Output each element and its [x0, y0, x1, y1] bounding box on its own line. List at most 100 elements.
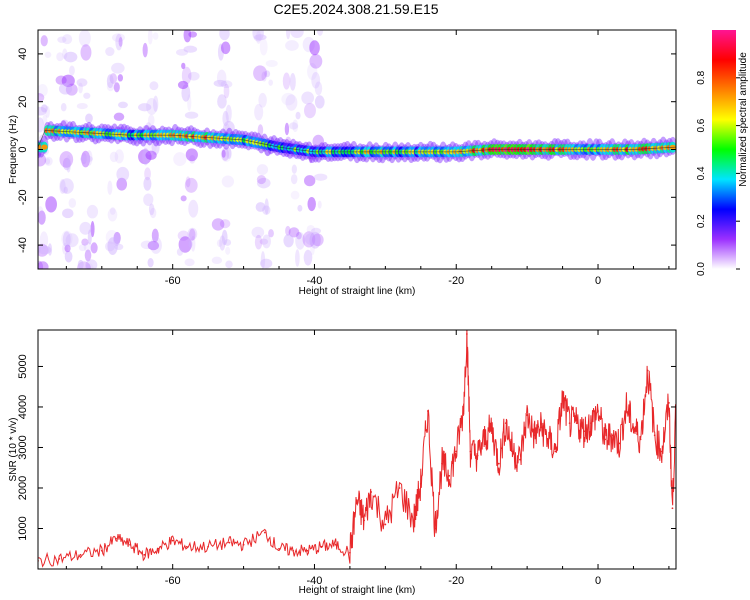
heatmap-noise-cell — [259, 38, 268, 56]
heatmap-noise-cell — [151, 228, 159, 243]
heatmap-noise-cell — [316, 30, 324, 36]
heatmap-noise-cell — [180, 195, 187, 202]
heatmap-noise-cell — [314, 95, 325, 109]
heatmap-x-axis-label: Height of straight line (km) — [299, 286, 416, 297]
heatmap-noise-cell — [221, 175, 235, 188]
heatmap-noise-cell — [64, 250, 73, 263]
colorbar-label: Normalized spectral amplitude — [738, 52, 749, 187]
colorbar-tick-label: 0.2 — [696, 214, 707, 228]
heatmap-noise-cell — [90, 220, 95, 238]
heatmap-noise-cell — [251, 226, 265, 238]
snr-point — [490, 426, 493, 429]
snr-point — [185, 545, 188, 548]
snr-point — [320, 545, 323, 548]
heatmap-noise-cell — [44, 51, 52, 58]
heatmap-noise-cell — [38, 261, 49, 269]
heatmap-noise-cell — [106, 81, 115, 92]
heatmap-noise-cell — [301, 91, 315, 105]
heatmap-noise-cell — [143, 176, 152, 191]
heatmap-noise-cell — [115, 33, 123, 51]
heatmap-noise-cell — [256, 175, 266, 185]
heatmap-noise-cell — [78, 30, 91, 47]
heatmap-noise-cell — [255, 31, 262, 44]
heatmap-noise-cell — [38, 106, 47, 116]
heatmap-noise-cell — [309, 53, 323, 69]
heatmap-noise-cell — [150, 236, 162, 254]
heatmap-noise-cell — [62, 208, 74, 219]
heatmap-noise-cell — [149, 81, 159, 91]
heatmap-noise-cell — [60, 178, 74, 194]
heatmap-noise-cell — [220, 41, 231, 55]
heatmap-noise-cell — [306, 224, 315, 234]
heatmap-noise-cell — [183, 45, 198, 53]
heatmap-noise-cell — [79, 221, 92, 235]
snr-point — [668, 402, 670, 404]
heatmap-noise-cell — [114, 149, 124, 164]
heatmap-noise-cell — [59, 151, 74, 168]
colorbar-tick-label: 0.0 — [696, 262, 707, 276]
heatmap-noise-cell — [284, 122, 290, 136]
heatmap-noise-cell — [311, 233, 324, 247]
snr-point — [653, 434, 656, 437]
heatmap-noise-cell — [187, 227, 198, 241]
snr-point — [469, 450, 472, 453]
heatmap-y-tick-label: -20 — [17, 189, 29, 205]
heatmap-noise-cell — [113, 234, 121, 246]
snr-point — [568, 422, 571, 425]
heatmap-noise-cell — [265, 59, 278, 68]
heatmap-noise-cell — [189, 154, 196, 164]
heatmap-noise-cell — [111, 33, 125, 42]
snr-x-axis-label: Height of straight line (km) — [299, 585, 416, 596]
heatmap-noise-cell — [188, 199, 199, 218]
heatmap-noise-cell — [64, 244, 71, 253]
heatmap-noise-cell — [38, 84, 48, 97]
heatmap-noise-cell — [253, 65, 267, 82]
heatmap-noise-cell — [38, 210, 46, 225]
heatmap-noise-cell — [60, 103, 67, 112]
snr-point — [646, 369, 649, 372]
heatmap-noise-cell — [68, 198, 77, 208]
heatmap-noise-cell — [190, 235, 196, 252]
heatmap-noise-cell — [223, 83, 230, 99]
heatmap-noise-cell — [175, 48, 188, 56]
heatmap-noise-cell — [140, 240, 154, 250]
snr-point — [79, 553, 82, 556]
heatmap-noise-cell — [216, 69, 227, 87]
heatmap-noise-cell — [149, 207, 157, 219]
heatmap-noise-cell — [295, 111, 301, 120]
snr-point — [434, 527, 436, 530]
snr-point — [384, 523, 387, 526]
heatmap-noise-cell — [289, 122, 298, 130]
snr-y-tick-label: 3000 — [17, 435, 29, 459]
heatmap-noise-cell — [254, 234, 263, 250]
heatmap-noise-cell — [45, 105, 50, 118]
snr-point — [540, 426, 543, 429]
heatmap-noise-cell — [292, 119, 299, 133]
snr-point — [465, 333, 468, 335]
heatmap-noise-cell — [61, 230, 73, 247]
heatmap-noise-cell — [211, 256, 223, 265]
heatmap-noise-cell — [217, 43, 224, 61]
colorbar-tick-label: 0.6 — [696, 118, 707, 132]
heatmap-noise-cell — [260, 258, 273, 269]
snr-point — [526, 414, 529, 416]
heatmap-noise-cell — [217, 94, 227, 109]
snr-point — [100, 549, 103, 552]
snr-point — [419, 483, 422, 485]
heatmap-noise-cell — [313, 173, 328, 181]
snr-point — [441, 462, 443, 465]
heatmap-noise-cell — [225, 246, 231, 255]
heatmap-noise-cell — [44, 156, 53, 166]
heatmap-noise-cell — [254, 103, 264, 121]
heatmap-noise-cell — [286, 30, 291, 40]
heatmap-noise-cell — [38, 245, 41, 254]
heatmap-noise-cell — [65, 83, 78, 96]
heatmap-noise-cell — [65, 233, 79, 248]
snr-point — [228, 541, 231, 544]
snr-point — [207, 545, 210, 548]
heatmap-noise-cell — [224, 239, 232, 246]
heatmap-noise-cell — [183, 30, 192, 43]
heatmap-noise-cell — [147, 240, 160, 251]
heatmap-noise-cell — [58, 83, 73, 95]
